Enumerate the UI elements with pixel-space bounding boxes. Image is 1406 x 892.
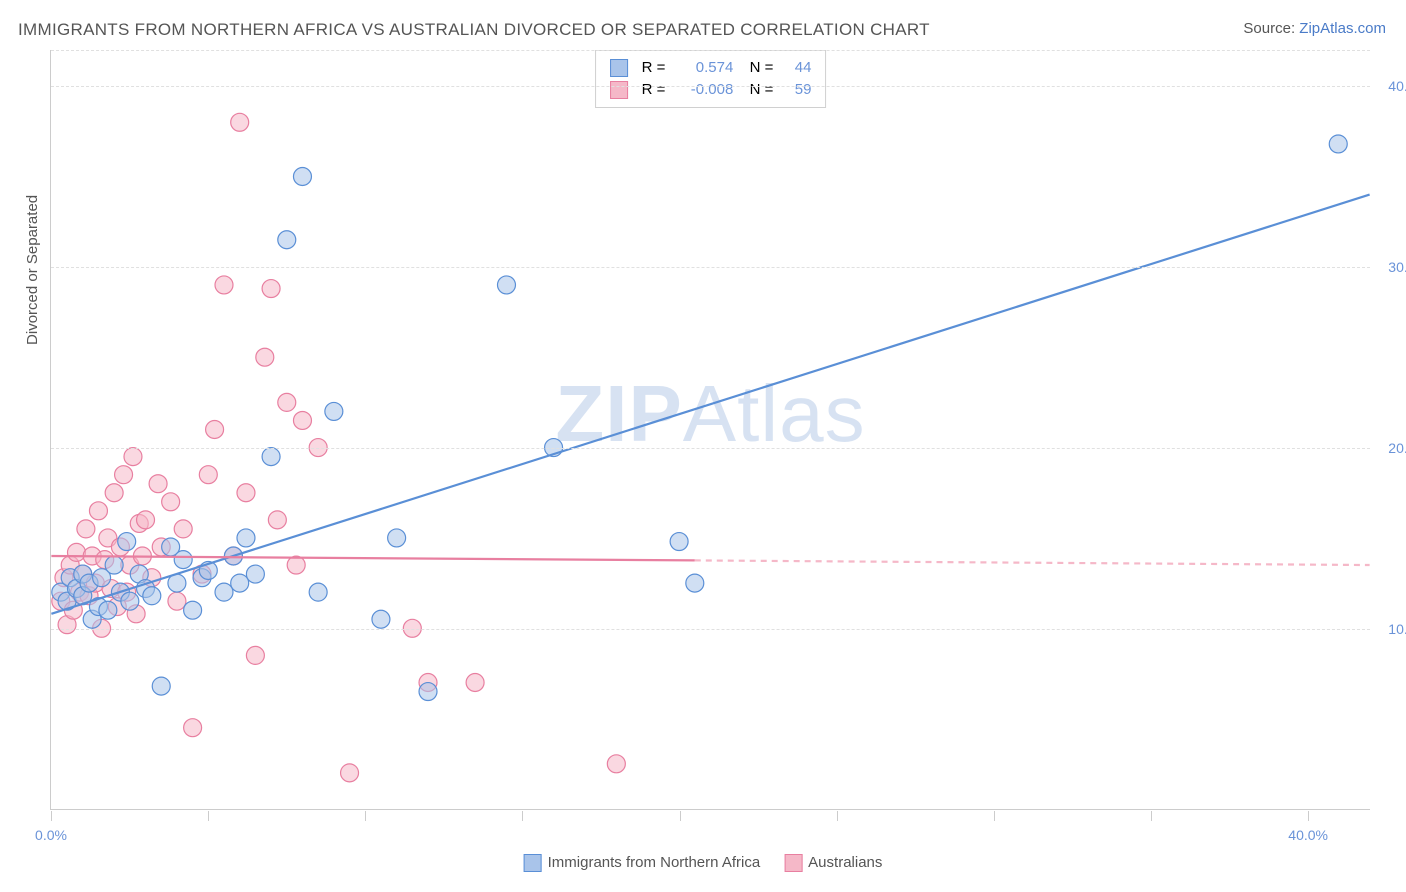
x-tick <box>51 811 52 821</box>
correlation-chart: IMMIGRANTS FROM NORTHERN AFRICA VS AUSTR… <box>0 0 1406 892</box>
data-point <box>262 448 280 466</box>
trend-line <box>51 195 1369 614</box>
legend-n-label: N = <box>741 57 773 79</box>
x-tick <box>994 811 995 821</box>
data-point <box>670 533 688 551</box>
data-point <box>231 113 249 131</box>
data-point <box>497 276 515 294</box>
gridline <box>51 629 1370 630</box>
y-tick-label: 20.0% <box>1388 440 1406 456</box>
source-label: Source: ZipAtlas.com <box>1243 20 1386 37</box>
data-point <box>162 493 180 511</box>
data-point <box>215 276 233 294</box>
data-point <box>105 556 123 574</box>
plot-svg <box>51 50 1370 809</box>
data-point <box>341 764 359 782</box>
x-tick <box>837 811 838 821</box>
data-point <box>174 520 192 538</box>
legend-swatch <box>610 81 628 99</box>
y-axis-label: Divorced or Separated <box>24 195 41 345</box>
data-point <box>184 601 202 619</box>
legend-r-value: 0.574 <box>673 57 733 79</box>
x-legend-label: Immigrants from Northern Africa <box>548 854 761 871</box>
legend-n-value: 59 <box>781 79 811 101</box>
data-point <box>237 529 255 547</box>
data-point <box>143 587 161 605</box>
data-point <box>199 466 217 484</box>
x-legend-item: Australians <box>784 854 882 872</box>
gridline <box>51 267 1370 268</box>
legend-swatch <box>524 854 542 872</box>
data-point <box>137 511 155 529</box>
data-point <box>184 719 202 737</box>
data-point <box>607 755 625 773</box>
data-point <box>115 466 133 484</box>
data-point <box>278 393 296 411</box>
trend-line-dashed <box>695 560 1370 565</box>
legend-swatch <box>784 854 802 872</box>
data-point <box>293 411 311 429</box>
data-point <box>99 601 117 619</box>
gridline <box>51 50 1370 51</box>
legend-row: R = -0.008 N = 59 <box>610 79 812 101</box>
legend-r-value: -0.008 <box>673 79 733 101</box>
y-tick-label: 30.0% <box>1388 259 1406 275</box>
data-point <box>152 677 170 695</box>
x-tick <box>1308 811 1309 821</box>
y-tick-label: 10.0% <box>1388 621 1406 637</box>
legend-n-value: 44 <box>781 57 811 79</box>
legend-n-label: N = <box>741 79 773 101</box>
data-point <box>268 511 286 529</box>
x-tick <box>365 811 366 821</box>
data-point <box>246 565 264 583</box>
correlation-legend: R = 0.574 N = 44 R = -0.008 N = 59 <box>595 50 827 108</box>
data-point <box>466 674 484 692</box>
data-point <box>89 502 107 520</box>
legend-r-label: R = <box>642 57 666 79</box>
data-point <box>215 583 233 601</box>
data-point <box>372 610 390 628</box>
data-point <box>231 574 249 592</box>
x-tick <box>1151 811 1152 821</box>
data-point <box>1329 135 1347 153</box>
data-point <box>149 475 167 493</box>
data-point <box>121 592 139 610</box>
x-legend-label: Australians <box>808 854 882 871</box>
x-legend-item: Immigrants from Northern Africa <box>524 854 761 872</box>
data-point <box>419 683 437 701</box>
data-point <box>206 421 224 439</box>
data-point <box>168 592 186 610</box>
x-tick <box>522 811 523 821</box>
data-point <box>388 529 406 547</box>
x-tick <box>680 811 681 821</box>
x-tick-label: 0.0% <box>35 827 67 843</box>
data-point <box>262 280 280 298</box>
source-link[interactable]: ZipAtlas.com <box>1299 20 1386 37</box>
legend-swatch <box>610 59 628 77</box>
data-point <box>278 231 296 249</box>
data-point <box>246 646 264 664</box>
x-axis-legend: Immigrants from Northern Africa Australia… <box>524 854 883 872</box>
data-point <box>293 168 311 186</box>
data-point <box>237 484 255 502</box>
data-point <box>105 484 123 502</box>
data-point <box>124 448 142 466</box>
data-point <box>118 533 136 551</box>
data-point <box>686 574 704 592</box>
x-tick-label: 40.0% <box>1288 827 1328 843</box>
y-tick-label: 40.0% <box>1388 78 1406 94</box>
data-point <box>325 402 343 420</box>
chart-title: IMMIGRANTS FROM NORTHERN AFRICA VS AUSTR… <box>18 20 930 40</box>
data-point <box>174 551 192 569</box>
legend-r-label: R = <box>642 79 666 101</box>
data-point <box>309 583 327 601</box>
data-point <box>67 543 85 561</box>
gridline <box>51 86 1370 87</box>
legend-row: R = 0.574 N = 44 <box>610 57 812 79</box>
data-point <box>256 348 274 366</box>
plot-area: ZIPAtlas R =0.574 N =44R =-0.008 N =59 1… <box>50 50 1370 810</box>
x-tick <box>208 811 209 821</box>
gridline <box>51 448 1370 449</box>
data-point <box>77 520 95 538</box>
